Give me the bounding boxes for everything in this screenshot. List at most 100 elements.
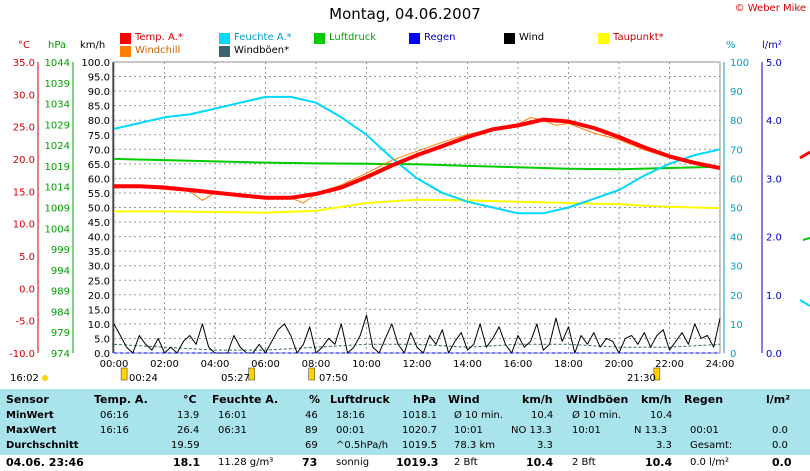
kmh-tick-label: 55.0 [88,189,110,200]
hpa-tick-label: 1039 [45,79,70,90]
hpa-tick-label: 1009 [45,204,70,215]
legend-swatch [219,46,230,57]
hpa-tick-label: 984 [51,307,70,318]
min-wind-value: 10.4 [531,410,554,421]
current-temp-value: 18.1 [173,456,201,469]
kmh-tick-label: 20.0 [88,291,110,302]
legend-label: Feuchte A.* [234,32,292,43]
kmh-tick-label: 70.0 [88,145,110,156]
min-hum-value: 46 [305,410,318,421]
sunset-time: 21:30 [627,373,656,384]
rain-axis-header: l/m² [762,40,782,51]
weather-chart: 00:00 02:00 04:00 06:00 08:00 10:00 12:00 14:00… [9,58,810,381]
percent-tick-label: 10 [730,320,743,331]
copyright-label: © Weber Mike [734,3,806,14]
kmh-tick-label: 45.0 [88,218,110,229]
max-wind-dir: NO 13.3 [511,425,552,436]
celsius-tick-label: -5.0 [15,317,35,328]
header-hum: Feuchte A. [212,393,279,406]
kmh-tick-label: 25.0 [88,276,110,287]
max-press-value: 1020.7 [402,425,437,436]
header-sensor: Sensor [6,393,49,406]
min-gust-value: 10.4 [650,410,673,421]
kmh-tick-label: 100.0 [81,58,110,69]
header-press: Luftdruck [330,393,390,406]
max-press-time: 00:01 [336,425,365,436]
x-tick-label: 16:00 [504,359,533,370]
current-abs-humidity: 11.28 g/m³ [218,457,274,468]
hpa-tick-label: 979 [51,328,70,339]
current-row-background [0,455,810,471]
series-temp-a-line [114,117,721,200]
percent-tick-label: 0 [730,349,736,360]
kmh-tick-label: 35.0 [88,247,110,258]
max-gust-dir: N 13.3 [634,425,667,436]
celsius-tick-label: 30.0 [13,90,35,101]
percent-tick-label: 90 [730,87,743,98]
statistics-table: Sensor Temp. A. °C Feuchte A. % Luftdruc… [0,389,810,471]
min-temp-time: 06:16 [100,410,129,421]
hpa-tick-label: 1014 [45,183,70,194]
header-hum-unit: % [309,393,321,406]
max-rain-time: 00:01 [690,425,719,436]
current-gust-value: 10.4 [645,456,673,469]
legend-label: Windböen* [234,45,290,56]
hpa-tick-label: 1034 [45,100,70,111]
series-windchill-line [113,117,721,204]
edge-humidity-fragment [799,299,810,307]
rain-tick-label: 1.0 [766,291,782,302]
kmh-tick-label: 65.0 [88,160,110,171]
avg-rain-label: Gesamt: [690,440,733,451]
current-rain-value: 0.0 [772,456,792,469]
min-gust-label: Ø 10 min. [572,410,621,421]
edge-pressure-fragment [802,237,810,241]
max-rain-value: 0.0 [772,425,788,436]
x-tick-label: 12:00 [403,359,432,370]
hpa-tick-label: 989 [51,287,70,298]
series-feuchte-a-line [113,95,721,215]
current-hum-value: 73 [302,456,318,469]
kmh-tick-label: 95.0 [88,73,110,84]
legend-label: Wind [519,32,545,43]
legend-label: Luftdruck [329,32,377,43]
min-press-value: 1018.1 [402,410,437,421]
legend-swatch [120,33,131,44]
row-avg-label: Durchschnitt [6,440,79,451]
hpa-tick-label: 1029 [45,120,70,131]
x-tick-label: 00:00 [100,359,129,370]
header-rain: Regen [684,393,724,406]
hpa-axis-header: hPa [48,40,67,51]
current-press-value: 1019.3 [396,456,439,469]
hpa-tick-label: 1004 [45,224,70,235]
moon-rise-time: 00:24 [129,373,158,384]
hpa-tick-label: 999 [51,245,70,256]
edge-temp-fragment [799,150,810,160]
avg-wind-distance: 78.3 km [454,440,495,451]
chart-title: Montag, 04.06.2007 [329,5,481,23]
row-max-label: MaxWert [6,425,57,436]
x-tick-label: 06:00 [251,359,280,370]
current-wind-value: 10.4 [526,456,554,469]
x-tick-label: 22:00 [655,359,684,370]
sunset-marker [653,367,661,381]
x-tick-label: 10:00 [352,359,381,370]
header-wind: Wind [448,393,480,406]
celsius-tick-label: 10.0 [13,220,35,231]
max-hum-value: 89 [305,425,318,436]
min-hum-time: 16:01 [218,410,247,421]
percent-tick-label: 80 [730,116,743,127]
sunrise-time: 05:27 [221,373,250,384]
min-temp-value: 13.9 [177,410,200,421]
rain-tick-label: 2.0 [766,233,782,244]
avg-gust-value: 3.3 [656,440,672,451]
max-hum-time: 06:31 [218,425,247,436]
celsius-tick-label: 35.0 [13,58,35,69]
x-tick-label: 20:00 [605,359,634,370]
kmh-tick-label: 85.0 [88,102,110,113]
x-tick-label: 14:00 [453,359,482,370]
min-press-time: 18:16 [336,410,365,421]
kmh-tick-label: 10.0 [88,320,110,331]
legend-swatch [219,33,230,44]
x-tick-label: 24:00 [706,359,735,370]
kmh-axis-header: km/h [80,40,106,51]
